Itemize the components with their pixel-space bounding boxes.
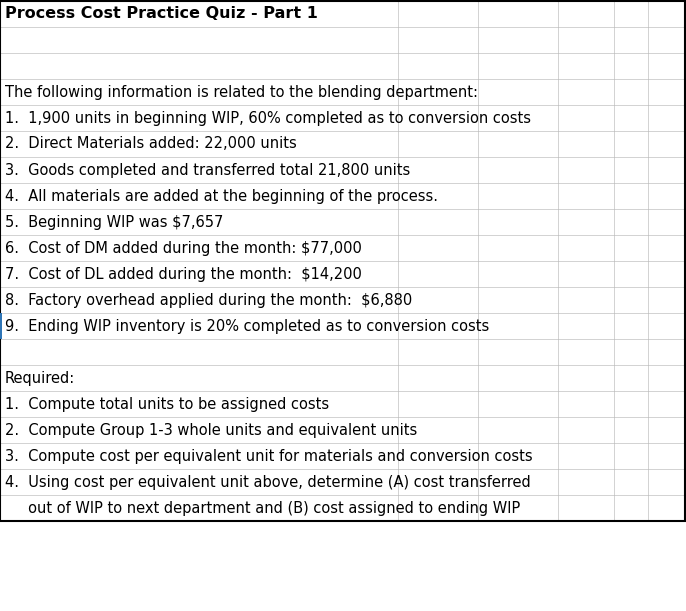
Text: 1.  1,900 units in beginning WIP, 60% completed as to conversion costs: 1. 1,900 units in beginning WIP, 60% com… — [5, 111, 531, 125]
Text: 4.  All materials are added at the beginning of the process.: 4. All materials are added at the beginn… — [5, 189, 438, 203]
Text: out of WIP to next department and (B) cost assigned to ending WIP: out of WIP to next department and (B) co… — [5, 500, 520, 516]
Bar — [0, 1, 685, 521]
Text: 4.  Using cost per equivalent unit above, determine (A) cost transferred: 4. Using cost per equivalent unit above,… — [5, 475, 531, 489]
Text: 5.  Beginning WIP was $7,657: 5. Beginning WIP was $7,657 — [5, 214, 224, 230]
Bar — [0, 313, 2, 339]
Text: Process Cost Practice Quiz - Part 1: Process Cost Practice Quiz - Part 1 — [5, 7, 318, 21]
Text: The following information is related to the blending department:: The following information is related to … — [5, 84, 478, 100]
Text: 9.  Ending WIP inventory is 20% completed as to conversion costs: 9. Ending WIP inventory is 20% completed… — [5, 318, 489, 334]
Text: Required:: Required: — [5, 370, 75, 386]
Text: 2.  Compute Group 1-3 whole units and equivalent units: 2. Compute Group 1-3 whole units and equ… — [5, 422, 417, 437]
Text: 6.  Cost of DM added during the month: $77,000: 6. Cost of DM added during the month: $7… — [5, 241, 362, 255]
Text: 2.  Direct Materials added: 22,000 units: 2. Direct Materials added: 22,000 units — [5, 136, 297, 152]
Bar — [0, 1, 685, 521]
Text: 8.  Factory overhead applied during the month:  $6,880: 8. Factory overhead applied during the m… — [5, 293, 412, 307]
Text: 1.  Compute total units to be assigned costs: 1. Compute total units to be assigned co… — [5, 397, 329, 411]
Text: 3.  Compute cost per equivalent unit for materials and conversion costs: 3. Compute cost per equivalent unit for … — [5, 448, 532, 464]
Text: 3.  Goods completed and transferred total 21,800 units: 3. Goods completed and transferred total… — [5, 163, 410, 178]
Text: 7.  Cost of DL added during the month:  $14,200: 7. Cost of DL added during the month: $1… — [5, 266, 362, 282]
